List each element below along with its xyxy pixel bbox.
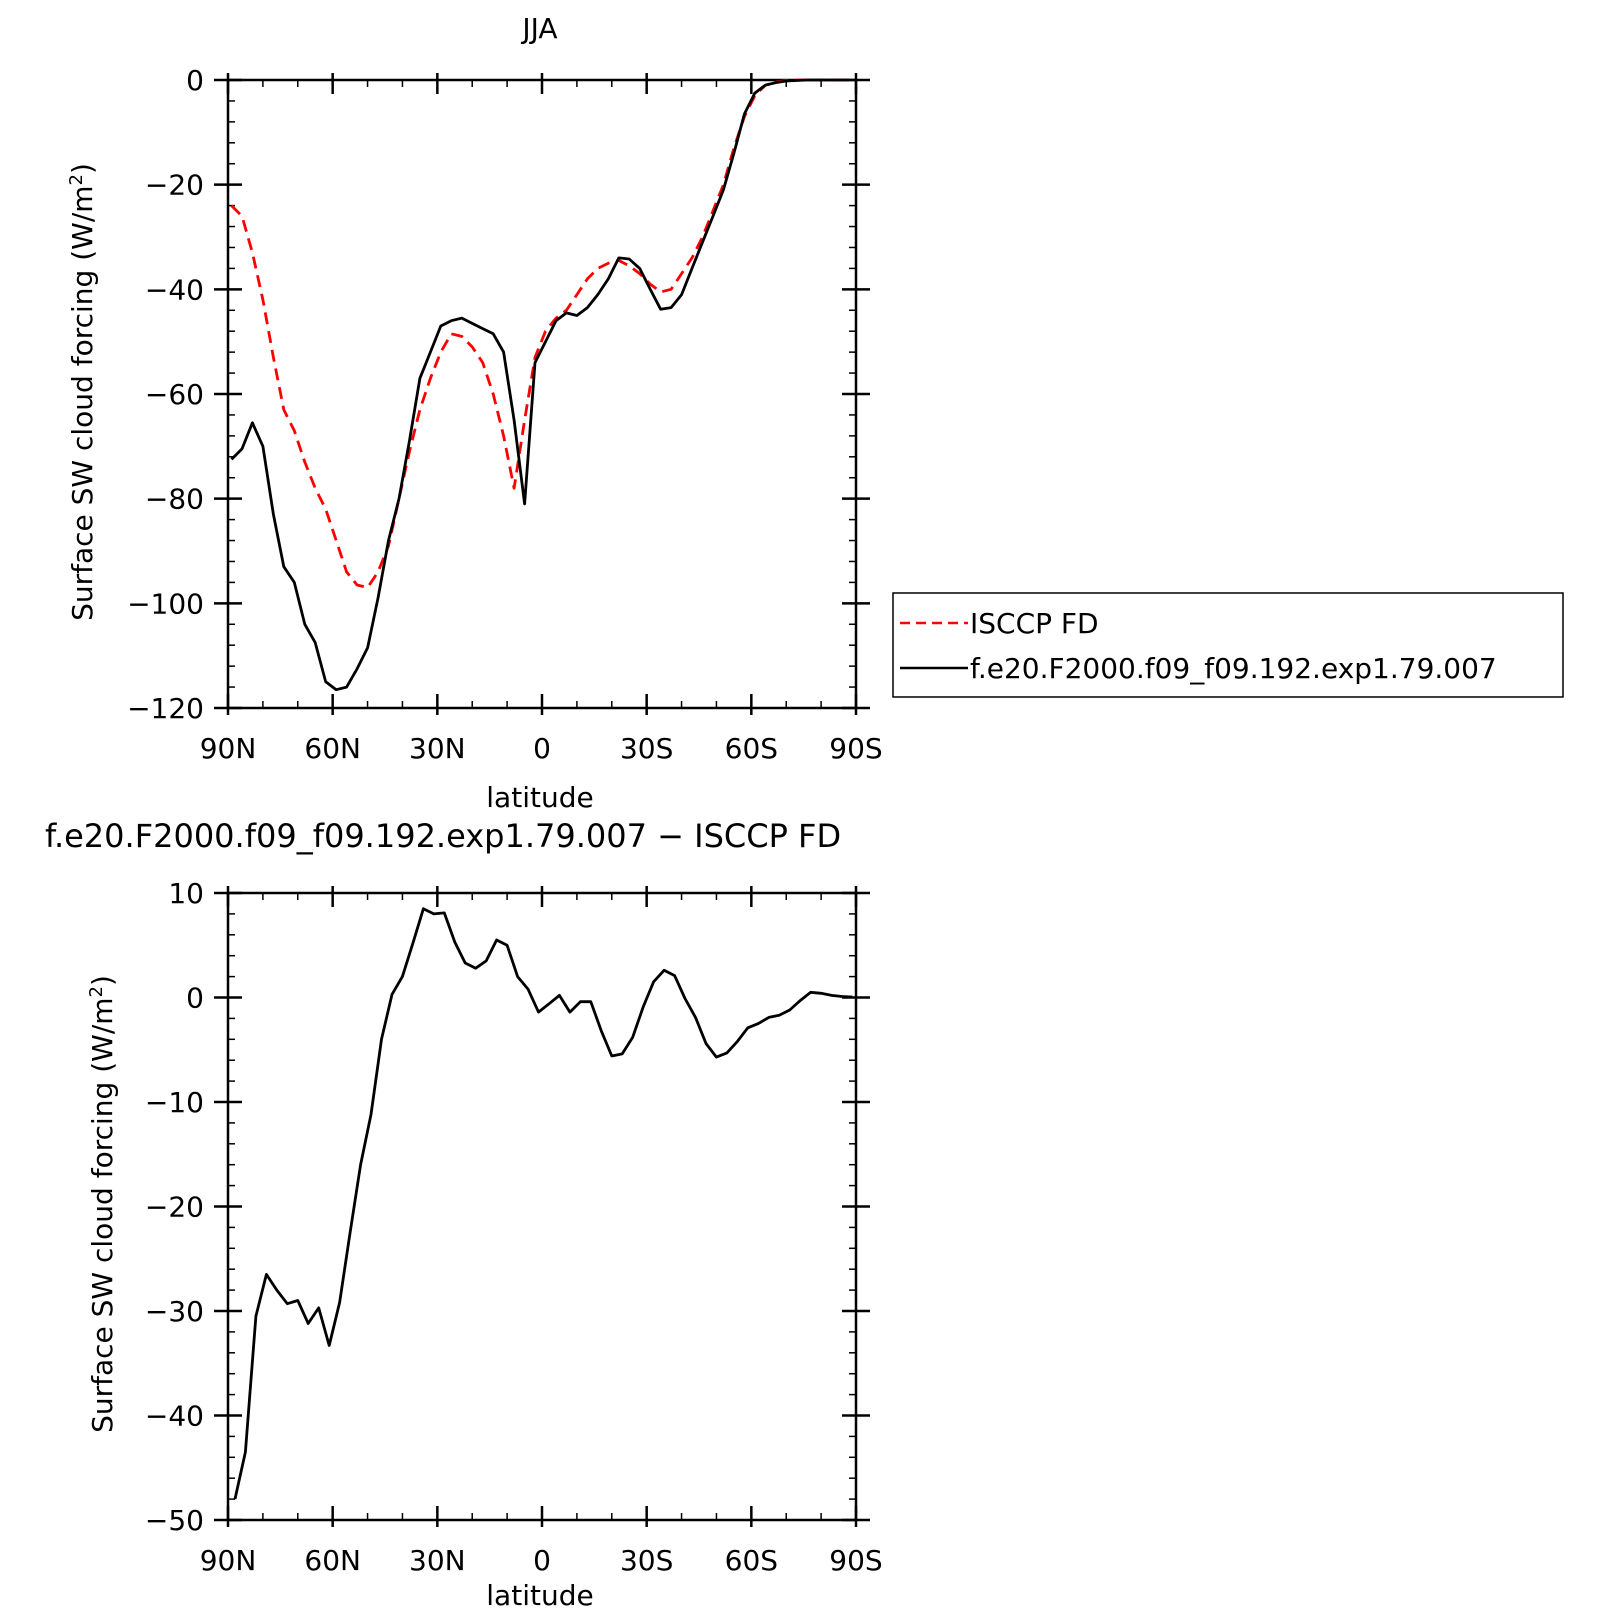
top-y-tick-label: −20 bbox=[145, 169, 204, 202]
top-x-tick-label: 90N bbox=[200, 732, 257, 765]
top-x-tick-label: 30N bbox=[409, 732, 466, 765]
top-y-tick-label: −100 bbox=[127, 587, 204, 620]
bottom-y-tick-label: 0 bbox=[186, 982, 204, 1015]
top-x-tick-label: 90S bbox=[829, 732, 882, 765]
top-y-tick-label: 0 bbox=[186, 64, 204, 97]
bottom-plot-frame bbox=[226, 891, 858, 1522]
bottom-y-tick-label: −10 bbox=[145, 1086, 204, 1119]
top-x-tick-label: 60S bbox=[725, 732, 778, 765]
top-ylabel-close: ) bbox=[66, 163, 99, 174]
bottom-chart-ylabel: Surface SW cloud forcing (W/m2) bbox=[86, 975, 119, 1433]
legend: ISCCP FD f.e20.F2000.f09_f09.192.exp1.79… bbox=[892, 592, 1564, 698]
top-y-tick-label: −80 bbox=[145, 483, 204, 516]
bottom-chart-panel: f.e20.F2000.f09_f09.192.exp1.79.007 − IS… bbox=[45, 817, 883, 1612]
top-x-tick-label: 60N bbox=[304, 732, 361, 765]
bottom-x-tick-label: 30N bbox=[409, 1544, 466, 1577]
bottom-y-tick-label: −20 bbox=[145, 1191, 204, 1224]
top-chart-ylabel: Surface SW cloud forcing (W/m2) bbox=[66, 163, 99, 621]
top-series-line-0 bbox=[230, 78, 849, 589]
top-ylabel-text: Surface SW cloud forcing (W/m bbox=[66, 185, 99, 620]
top-ylabel-sup: 2 bbox=[66, 174, 87, 185]
bottom-y-tick-label: 10 bbox=[168, 877, 204, 910]
top-plot-frame bbox=[226, 78, 858, 710]
bottom-ylabel-close: ) bbox=[86, 975, 119, 986]
top-chart-xlabel: latitude bbox=[486, 781, 593, 814]
top-y-tick-label: −120 bbox=[127, 692, 204, 725]
bottom-y-tick-label: −30 bbox=[145, 1295, 204, 1328]
top-series-line-1 bbox=[230, 78, 849, 692]
bottom-x-tick-label: 90S bbox=[829, 1544, 882, 1577]
bottom-y-tick-label: −40 bbox=[145, 1400, 204, 1433]
top-x-tick-label: 30S bbox=[620, 732, 673, 765]
bottom-x-tick-label: 60S bbox=[725, 1544, 778, 1577]
bottom-ylabel-sup: 2 bbox=[86, 986, 107, 997]
top-chart-title: JJA bbox=[520, 12, 557, 45]
bottom-series-line-0 bbox=[233, 907, 853, 1500]
bottom-chart-xlabel: latitude bbox=[486, 1579, 593, 1612]
bottom-x-tick-label: 90N bbox=[200, 1544, 257, 1577]
bottom-x-tick-label: 0 bbox=[533, 1544, 551, 1577]
top-x-tick-label: 0 bbox=[533, 732, 551, 765]
bottom-chart-title: f.e20.F2000.f09_f09.192.exp1.79.007 − IS… bbox=[45, 817, 841, 855]
legend-box bbox=[892, 592, 1564, 698]
bottom-ylabel-text: Surface SW cloud forcing (W/m bbox=[86, 997, 119, 1432]
top-y-tick-label: −60 bbox=[145, 378, 204, 411]
bottom-x-tick-label: 60N bbox=[304, 1544, 361, 1577]
legend-label-model: f.e20.F2000.f09_f09.192.exp1.79.007 bbox=[970, 652, 1497, 685]
bottom-x-tick-label: 30S bbox=[620, 1544, 673, 1577]
legend-label-isccp: ISCCP FD bbox=[970, 607, 1099, 640]
bottom-y-tick-label: −50 bbox=[145, 1504, 204, 1537]
top-chart-panel: JJA Surface SW cloud forcing (W/m2) lati… bbox=[66, 12, 883, 814]
top-y-tick-label: −40 bbox=[145, 273, 204, 306]
